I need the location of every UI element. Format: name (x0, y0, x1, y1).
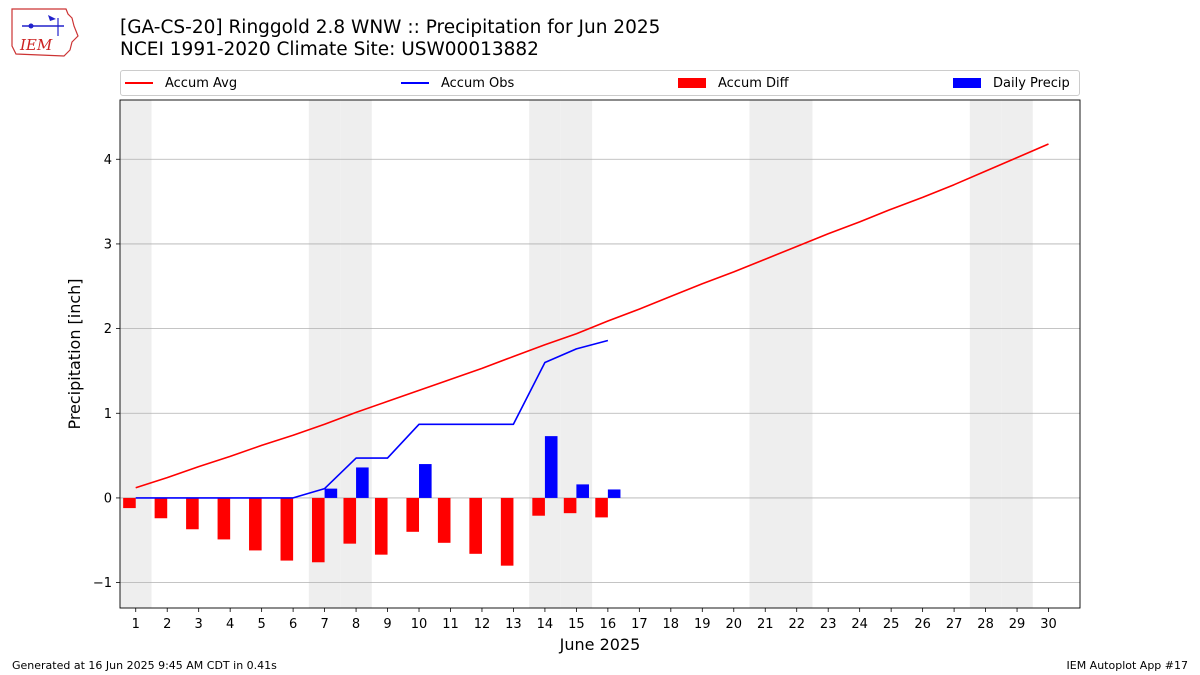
accum-diff-bar (374, 497, 388, 555)
y-tick-label: 3 (104, 237, 112, 252)
iem-logo: IEM (11, 8, 79, 57)
legend-swatch-accum-obs (401, 82, 429, 84)
x-tick-label: 17 (631, 617, 648, 632)
weekend-shade (749, 100, 781, 608)
accum-diff-bar (469, 497, 482, 554)
weekend-shade (780, 100, 813, 608)
y-tick-label: 1 (104, 407, 112, 422)
x-tick-label: 3 (195, 617, 203, 632)
accum-diff-bar (532, 497, 545, 516)
x-tick-label: 10 (411, 617, 428, 632)
y-tick-label: −1 (93, 576, 112, 591)
x-tick-label: 29 (1009, 617, 1026, 632)
legend-item-accum-avg: Accum Avg (125, 71, 237, 95)
accum-diff-bar (595, 497, 608, 518)
x-tick-label: 2 (163, 617, 171, 632)
x-tick-label: 13 (505, 617, 522, 632)
x-tick-label: 30 (1040, 617, 1057, 632)
weekend-shade (120, 100, 152, 608)
svg-text:IEM: IEM (19, 36, 53, 54)
x-tick-label: 22 (788, 617, 805, 632)
accum-diff-bar (123, 497, 136, 509)
accum-diff-bar (500, 497, 514, 566)
x-tick-label: 15 (568, 617, 585, 632)
accum-diff-bar (406, 497, 420, 532)
x-tick-label: 26 (914, 617, 931, 632)
x-tick-label: 16 (600, 617, 617, 632)
accum-diff-bar (217, 497, 231, 540)
legend-label-accum-obs: Accum Obs (441, 75, 515, 91)
x-tick-label: 12 (474, 617, 491, 632)
accum-obs-line (135, 339, 609, 499)
x-tick-label: 20 (725, 617, 742, 632)
x-tick-label: 9 (383, 617, 391, 632)
accum-diff-bar (186, 497, 199, 530)
x-tick-label: 14 (537, 617, 554, 632)
legend-item-daily-precip: Daily Precip (953, 71, 1070, 95)
y-tick-label: 2 (104, 322, 112, 337)
plot-frame (119, 99, 1081, 609)
accum-diff-bar (312, 497, 325, 563)
daily-precip-bar (607, 489, 621, 498)
x-tick-label: 6 (289, 617, 297, 632)
accum-diff-bar (154, 497, 168, 519)
legend-item-accum-diff: Accum Diff (678, 71, 789, 95)
chart-legend: Accum Avg Accum Obs Accum Diff Daily Pre… (120, 70, 1080, 96)
x-tick-label: 8 (352, 617, 360, 632)
x-axis-label: June 2025 (559, 635, 641, 654)
legend-item-accum-obs: Accum Obs (401, 71, 514, 95)
x-tick-label: 21 (757, 617, 774, 632)
chart-subtitle: NCEI 1991-2020 Climate Site: USW00013882 (120, 39, 539, 60)
x-tick-label: 1 (132, 617, 140, 632)
x-tick-label: 19 (694, 617, 711, 632)
accum-diff-bar (563, 497, 577, 514)
accum-diff-bar (280, 497, 294, 561)
x-tick-label: 24 (851, 617, 868, 632)
daily-precip-bar (356, 467, 369, 498)
daily-precip-bar (576, 484, 589, 498)
daily-precip-bar (544, 436, 558, 498)
x-tick-label: 18 (663, 617, 680, 632)
x-tick-label: 27 (946, 617, 963, 632)
weekend-shade (1001, 100, 1033, 608)
x-tick-label: 28 (977, 617, 994, 632)
legend-swatch-accum-diff (678, 78, 706, 88)
x-tick-label: 5 (257, 617, 265, 632)
legend-swatch-accum-avg (125, 82, 153, 84)
app-credit: IEM Autoplot App #17 (1066, 659, 1189, 672)
chart-title: [GA-CS-20] Ringgold 2.8 WNW :: Precipita… (120, 17, 661, 38)
accum-diff-bar (343, 497, 357, 544)
accum-diff-bar (437, 497, 451, 543)
x-tick-label: 4 (226, 617, 234, 632)
daily-precip-bar (324, 488, 338, 498)
legend-label-accum-diff: Accum Diff (718, 75, 789, 91)
y-tick-label: 4 (104, 153, 112, 168)
y-tick-label: 0 (104, 491, 112, 506)
generated-note: Generated at 16 Jun 2025 9:45 AM CDT in … (12, 659, 277, 672)
x-tick-label: 25 (883, 617, 900, 632)
weekend-shade (969, 100, 1002, 608)
x-tick-label: 23 (820, 617, 837, 632)
legend-label-daily-precip: Daily Precip (993, 75, 1070, 91)
x-tick-label: 7 (320, 617, 328, 632)
y-axis-label: Precipitation [inch] (65, 278, 84, 429)
weekend-shade (529, 100, 561, 608)
legend-label-accum-avg: Accum Avg (165, 75, 238, 91)
legend-swatch-daily-precip (953, 78, 981, 88)
x-tick-label: 11 (442, 617, 459, 632)
accum-diff-bar (249, 497, 262, 551)
daily-precip-bar (419, 464, 432, 498)
accum-avg-line (135, 143, 1049, 489)
